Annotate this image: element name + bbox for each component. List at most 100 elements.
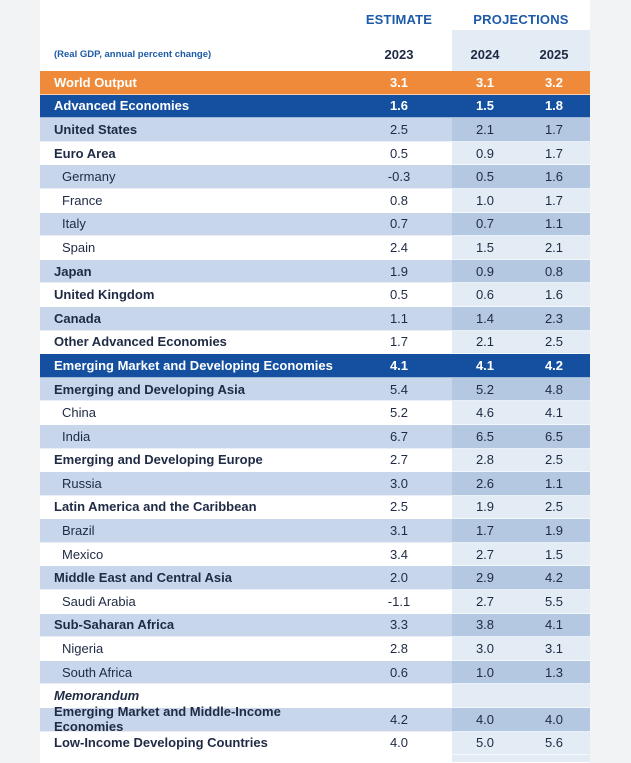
value-2023: 3.1 bbox=[389, 523, 409, 539]
value-2023: 0.6 bbox=[389, 664, 409, 680]
value-2023: 1.1 bbox=[389, 310, 409, 326]
table-row: China 5.2 4.6 4.1 bbox=[40, 401, 590, 425]
value-2024: 1.0 bbox=[452, 660, 518, 684]
value-2025: 4.1 bbox=[518, 401, 590, 424]
value-2025: 3.1 bbox=[518, 637, 590, 660]
row-label: Other Advanced Economies bbox=[54, 334, 227, 350]
value-2024 bbox=[452, 684, 518, 708]
value-2023 bbox=[346, 684, 452, 707]
value-2025: 1.7 bbox=[518, 118, 590, 141]
value-2024: 4.1 bbox=[452, 354, 518, 377]
value-2024: 0.9 bbox=[452, 259, 518, 283]
value-2024: 2.1 bbox=[452, 330, 518, 354]
value-2023: 3.4 bbox=[389, 546, 409, 562]
table-row: South Africa 0.6 1.0 1.3 bbox=[40, 660, 590, 685]
value-2025: 1.7 bbox=[518, 188, 590, 212]
row-label: Sub-Saharan Africa bbox=[54, 617, 175, 633]
value-2024: 0.5 bbox=[452, 165, 518, 188]
table-row: Middle East and Central Asia 2.0 2.9 4.2 bbox=[40, 566, 590, 591]
value-2025: 5.5 bbox=[518, 590, 590, 613]
value-2024: 3.0 bbox=[452, 637, 518, 660]
table-row: Canada 1.1 1.4 2.3 bbox=[40, 306, 590, 331]
table-row: Italy 0.7 0.7 1.1 bbox=[40, 212, 590, 237]
table-row: Nigeria 2.8 3.0 3.1 bbox=[40, 637, 590, 661]
value-2024: 4.6 bbox=[452, 401, 518, 424]
value-2023: 4.1 bbox=[389, 357, 409, 373]
value-2024: 0.6 bbox=[452, 283, 518, 306]
value-2024: 1.5 bbox=[452, 94, 518, 118]
value-2025: 1.1 bbox=[518, 212, 590, 236]
value-2023: 2.7 bbox=[389, 452, 409, 468]
value-2025: 1.5 bbox=[518, 542, 590, 566]
table-row: Brazil 3.1 1.7 1.9 bbox=[40, 519, 590, 543]
value-2025: 2.5 bbox=[518, 330, 590, 354]
value-2023: 2.4 bbox=[389, 239, 409, 255]
value-2024: 5.2 bbox=[452, 377, 518, 401]
table-row: Saudi Arabia -1.1 2.7 5.5 bbox=[40, 590, 590, 614]
row-label: Mexico bbox=[62, 546, 104, 562]
table-row: France 0.8 1.0 1.7 bbox=[40, 188, 590, 213]
value-2024: 1.7 bbox=[452, 519, 518, 542]
value-2024: 1.4 bbox=[452, 306, 518, 330]
table-row: Other Advanced Economies 1.7 2.1 2.5 bbox=[40, 330, 590, 355]
table-row: Sub-Saharan Africa 3.3 3.8 4.1 bbox=[40, 613, 590, 638]
row-label: Latin America and the Caribbean bbox=[54, 499, 257, 515]
value-2023: 3.1 bbox=[389, 74, 409, 90]
table-row: Latin America and the Caribbean 2.5 1.9 2.5 bbox=[40, 495, 590, 520]
value-2025: 1.3 bbox=[518, 660, 590, 684]
value-2025: 1.6 bbox=[518, 283, 590, 306]
table-row: Euro Area 0.5 0.9 1.7 bbox=[40, 141, 590, 166]
value-2024: 0.9 bbox=[452, 141, 518, 165]
value-2025: 5.6 bbox=[518, 731, 590, 755]
table-row: Advanced Economies 1.6 1.5 1.8 bbox=[40, 94, 590, 119]
value-2025: 2.1 bbox=[518, 236, 590, 259]
value-2024: 2.7 bbox=[452, 542, 518, 566]
projections-heading: PROJECTIONS bbox=[473, 11, 569, 27]
table-row: Japan 1.9 0.9 0.8 bbox=[40, 259, 590, 284]
row-label: Advanced Economies bbox=[54, 98, 190, 114]
table-row: Low-Income Developing Countries 4.0 5.0 5.6 bbox=[40, 731, 590, 756]
value-2023: 4.2 bbox=[389, 711, 409, 727]
value-2023: 1.7 bbox=[389, 334, 409, 350]
table-row: Spain 2.4 1.5 2.1 bbox=[40, 236, 590, 260]
row-label: United States bbox=[54, 121, 138, 137]
value-2023: 3.0 bbox=[389, 475, 409, 491]
row-label: Saudi Arabia bbox=[62, 593, 136, 609]
value-2025: 1.7 bbox=[518, 141, 590, 165]
row-label: Italy bbox=[62, 216, 86, 232]
value-2023: 4.0 bbox=[389, 735, 409, 751]
row-label: China bbox=[62, 405, 96, 421]
row-label: Low-Income Developing Countries bbox=[54, 735, 268, 751]
year-2023-heading: 2023 bbox=[384, 46, 414, 62]
year-2025-heading: 2025 bbox=[539, 46, 569, 62]
table-row: Emerging and Developing Europe 2.7 2.8 2.5 bbox=[40, 448, 590, 473]
value-2025: 2.5 bbox=[518, 495, 590, 519]
row-label: Memorandum bbox=[54, 688, 140, 704]
row-label: Brazil bbox=[62, 523, 95, 539]
value-2025: 1.9 bbox=[518, 519, 590, 542]
table-row: Emerging and Developing Asia 5.4 5.2 4.8 bbox=[40, 377, 590, 402]
estimate-heading: ESTIMATE bbox=[365, 11, 433, 27]
value-2024: 2.9 bbox=[452, 566, 518, 590]
units-label: (Real GDP, annual percent change) bbox=[54, 48, 212, 60]
value-2024: 6.5 bbox=[452, 424, 518, 448]
row-label: Nigeria bbox=[62, 641, 104, 657]
table-row: Russia 3.0 2.6 1.1 bbox=[40, 472, 590, 496]
value-2025: 0.8 bbox=[518, 259, 590, 283]
value-2024: 0.7 bbox=[452, 212, 518, 236]
value-2023: 2.5 bbox=[389, 499, 409, 515]
value-2023: 3.3 bbox=[389, 617, 409, 633]
value-2023: -1.1 bbox=[387, 593, 411, 609]
table-row: Emerging Market and Developing Economies… bbox=[40, 354, 590, 378]
row-label: Emerging and Developing Europe bbox=[54, 452, 263, 468]
value-2024: 2.7 bbox=[452, 590, 518, 613]
value-2024: 3.8 bbox=[452, 613, 518, 637]
value-2023: 0.8 bbox=[389, 192, 409, 208]
row-label: United Kingdom bbox=[54, 287, 155, 303]
value-2023: 0.5 bbox=[389, 287, 409, 303]
value-2024: 3.1 bbox=[452, 71, 518, 94]
value-2024: 2.6 bbox=[452, 472, 518, 495]
table-row: United Kingdom 0.5 0.6 1.6 bbox=[40, 283, 590, 307]
value-2024: 4.0 bbox=[452, 708, 518, 731]
value-2023: 2.5 bbox=[389, 121, 409, 137]
